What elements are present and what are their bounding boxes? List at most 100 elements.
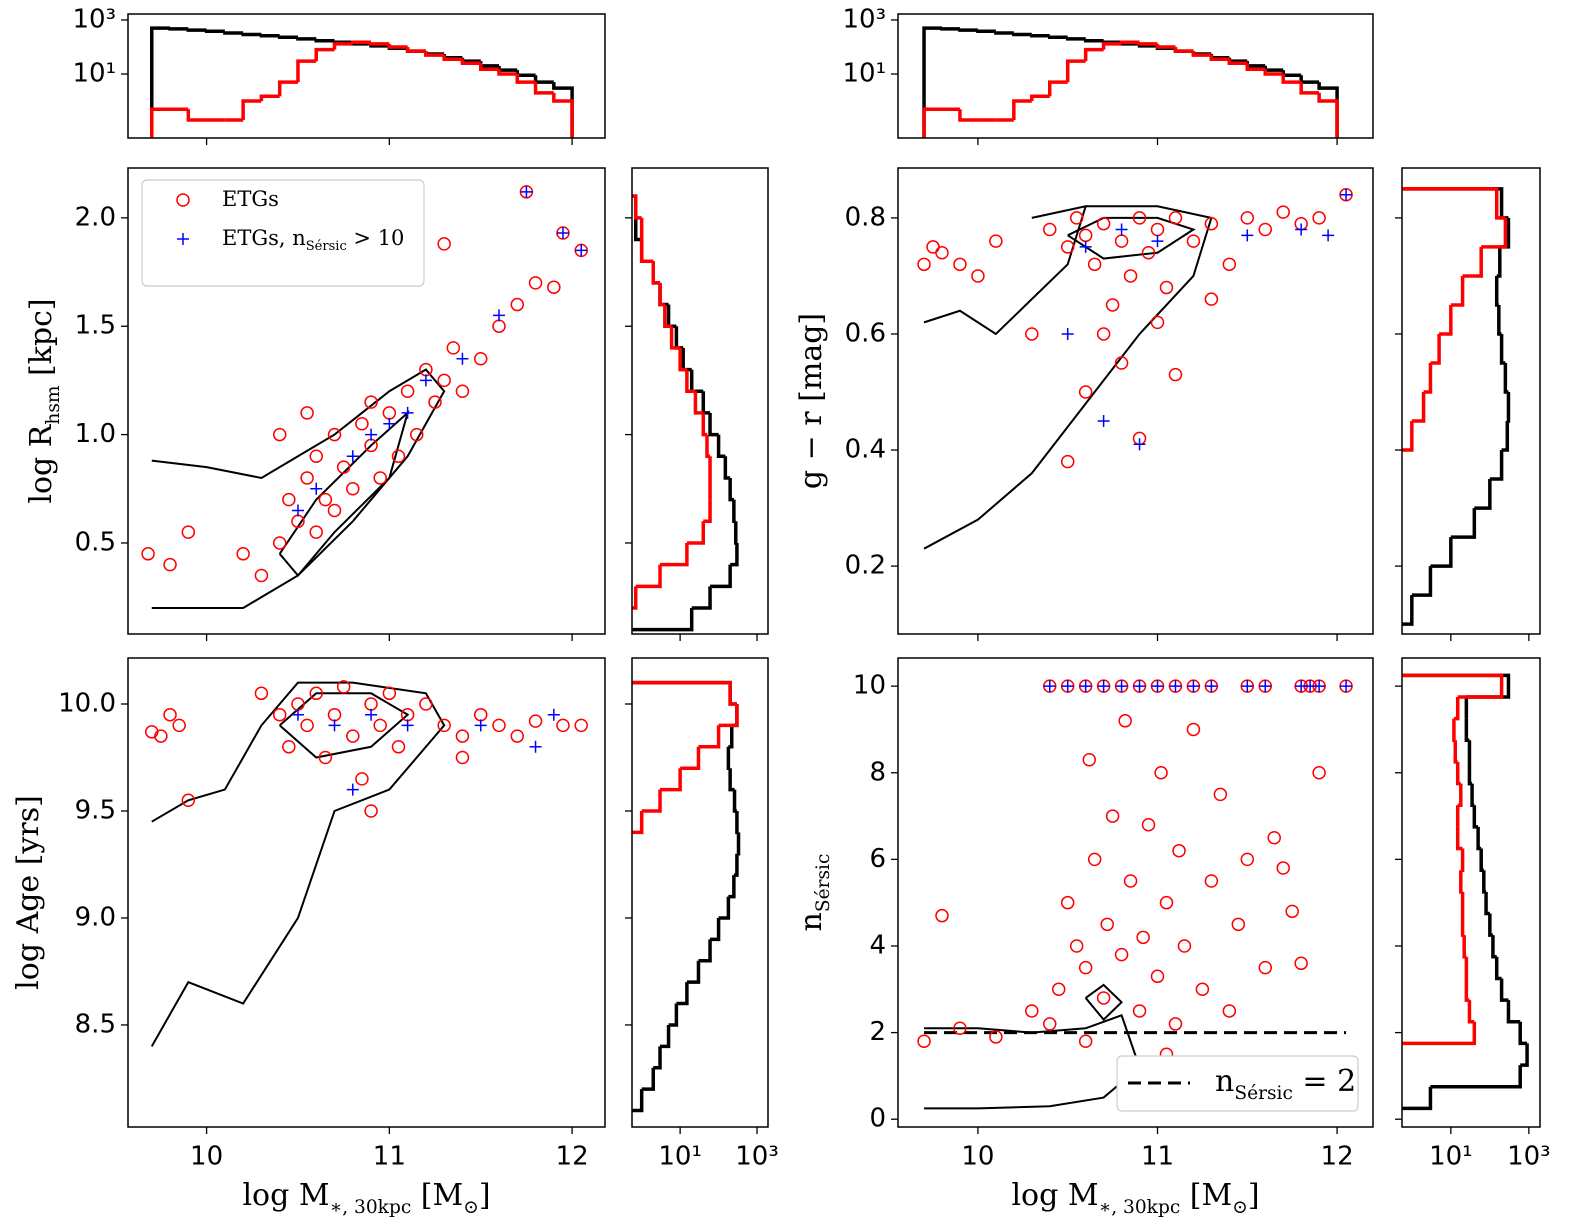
y-tick-label: 9.0: [75, 902, 116, 932]
hist-step: [314, 47, 335, 62]
y-tick-label: 10¹: [842, 59, 886, 89]
hist-step: [716, 434, 726, 459]
point: [172, 718, 186, 733]
hist-step: [1281, 70, 1302, 78]
point: [300, 471, 314, 485]
x-tick-label: 10: [190, 1142, 223, 1172]
point: [300, 718, 314, 733]
point: [1313, 680, 1326, 693]
hist-step: [723, 456, 731, 480]
plot-frame: [127, 13, 606, 139]
hist-step: [1506, 392, 1511, 423]
hist-step: [1496, 246, 1502, 278]
legend-label-part: > 10: [347, 226, 405, 250]
point: [1114, 356, 1129, 370]
point: [1096, 991, 1111, 1005]
point: [455, 729, 470, 743]
x-tick-label: 11: [373, 1142, 406, 1172]
point: [1097, 680, 1110, 693]
hist-step: [1462, 246, 1483, 278]
y-tick-label: 10: [853, 671, 886, 701]
point: [1276, 205, 1290, 219]
hist-step: [1281, 74, 1302, 84]
hist-step: [1439, 304, 1453, 336]
plot-frame: [1401, 167, 1541, 635]
hist-step: [1245, 61, 1266, 68]
hist-step: [958, 109, 978, 122]
point: [309, 686, 323, 701]
point: [1187, 680, 1200, 693]
legend-marker: [176, 193, 190, 207]
point: [1267, 830, 1281, 845]
point: [1205, 680, 1218, 693]
x-tick-label: 10¹: [658, 1142, 702, 1172]
hist-step: [1499, 978, 1509, 1002]
point: [437, 718, 451, 733]
point: [355, 417, 369, 431]
hist-step: [1263, 65, 1284, 72]
hist-step: [1467, 761, 1473, 786]
hist-step: [533, 75, 554, 84]
point: [1105, 298, 1120, 312]
hist-step: [1494, 956, 1502, 981]
point: [1123, 874, 1138, 888]
hist-step: [460, 59, 481, 66]
point: [1078, 385, 1093, 399]
hist-step: [1430, 1065, 1522, 1089]
hist-step: [1402, 595, 1414, 626]
hist-step: [1464, 718, 1470, 743]
point: [383, 417, 396, 430]
legend-box: [1116, 1055, 1359, 1112]
point: [529, 740, 542, 753]
y-tick-label: 4: [869, 930, 886, 960]
hist-step: [733, 853, 739, 877]
hist-step: [478, 63, 499, 72]
point: [455, 750, 470, 765]
hist-step: [1263, 69, 1284, 76]
point: [400, 384, 415, 398]
hist-step: [1209, 54, 1230, 60]
point: [437, 237, 451, 251]
hist-step: [150, 107, 171, 138]
hist-step: [1464, 978, 1470, 1002]
hist-step: [1402, 187, 1509, 220]
hist-step: [1482, 870, 1487, 894]
legend-label: nSérsic = 2: [1215, 1064, 1356, 1104]
point: [428, 395, 442, 409]
point: [365, 708, 378, 721]
legend-label-part: Sérsic: [306, 239, 347, 254]
hist-step: [460, 57, 481, 63]
y-tick-label: 0.2: [845, 551, 886, 581]
point: [382, 406, 397, 420]
hist-step: [1452, 718, 1456, 743]
hist-step: [698, 939, 712, 963]
point: [510, 729, 525, 743]
point: [1276, 861, 1290, 875]
point: [1118, 714, 1132, 728]
point: [154, 729, 168, 743]
contour: [1084, 983, 1124, 1022]
point: [1340, 680, 1353, 693]
hist-step: [1227, 59, 1248, 66]
hist-step: [635, 564, 662, 589]
x-axis-label-part: [M: [411, 1178, 463, 1213]
hist-step: [497, 65, 518, 72]
hist-step: [1083, 38, 1104, 43]
hist-step: [1402, 673, 1511, 699]
hist-step: [1484, 891, 1490, 916]
point: [1168, 1017, 1183, 1031]
hist-step: [1453, 696, 1460, 721]
point: [473, 351, 488, 366]
point: [391, 449, 406, 464]
hist-step: [1299, 75, 1320, 84]
hist-step: [296, 37, 317, 41]
hist-step: [666, 304, 677, 328]
x-axis-label-part: ⊙: [463, 1197, 479, 1218]
point: [355, 772, 369, 786]
hist-step: [698, 725, 721, 749]
hist-step: [651, 261, 661, 285]
hist-step: [632, 586, 638, 610]
hist-step: [735, 810, 739, 835]
hist-step: [730, 542, 739, 567]
x-axis-label-part: ∗, 30kpc: [330, 1197, 412, 1218]
